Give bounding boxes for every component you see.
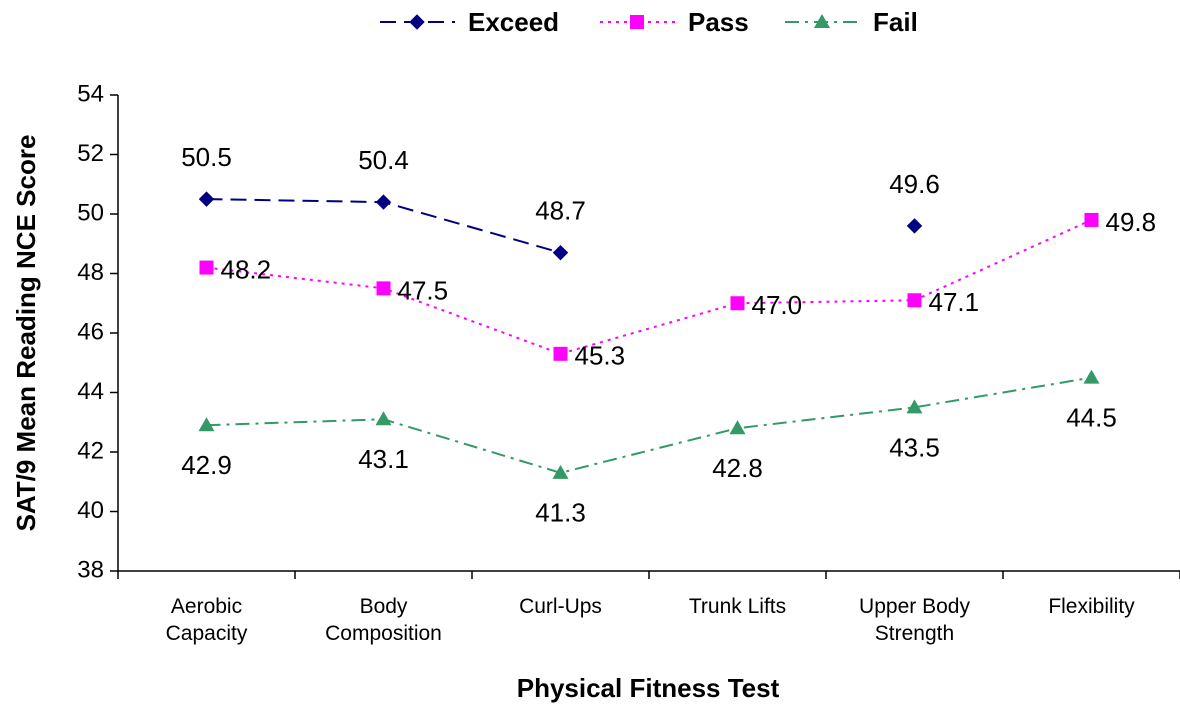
- data-label: 47.5: [398, 275, 449, 305]
- marker: [375, 194, 392, 210]
- marker: [906, 399, 923, 414]
- data-label: 49.6: [889, 169, 940, 199]
- series-line: [206, 219, 1092, 355]
- data-label: 47.1: [929, 287, 980, 317]
- x-axis-title: Physical Fitness Test: [517, 673, 780, 703]
- data-label: 45.3: [575, 341, 626, 371]
- data-label: 48.2: [221, 254, 272, 284]
- y-tick-label: 42: [77, 437, 104, 464]
- marker: [199, 260, 214, 275]
- x-tick-label-box: Flexibility: [1048, 595, 1135, 618]
- marker: [409, 14, 425, 30]
- marker: [553, 346, 568, 361]
- data-label: 43.5: [889, 432, 940, 462]
- data-label: 50.5: [181, 142, 232, 172]
- data-label: 48.7: [535, 196, 586, 226]
- x-tick-label: Upper Body Strength: [859, 595, 970, 645]
- y-tick-label: 48: [77, 259, 104, 286]
- legend-label: Exceed: [468, 7, 559, 37]
- x-tick-label-box: Upper Body Strength: [859, 595, 970, 645]
- data-label: 47.0: [752, 290, 803, 320]
- data-label: 43.1: [358, 444, 409, 474]
- marker: [907, 293, 922, 308]
- legend-label: Pass: [688, 7, 749, 37]
- x-tick-label-box: Trunk Lifts: [688, 595, 787, 618]
- data-label: 42.9: [181, 450, 232, 480]
- y-tick-label: 40: [77, 497, 104, 524]
- marker: [814, 14, 830, 28]
- marker: [552, 244, 569, 261]
- x-tick-label: Trunk Lifts: [688, 595, 787, 618]
- x-tick-label-box: Aerobic Capacity: [165, 595, 248, 645]
- marker: [906, 218, 923, 234]
- data-label: 41.3: [535, 498, 586, 528]
- marker: [1083, 369, 1100, 384]
- marker: [198, 417, 215, 432]
- data-label: 50.4: [358, 145, 409, 175]
- x-tick-label: Aerobic Capacity: [165, 595, 248, 645]
- marker: [1084, 212, 1099, 227]
- x-tick-label-box: Curl-Ups: [519, 595, 602, 618]
- marker: [375, 411, 392, 426]
- y-tick-label: 44: [77, 378, 104, 405]
- y-tick-label: 50: [77, 199, 104, 226]
- marker: [198, 191, 215, 207]
- x-tick-label: Curl-Ups: [519, 595, 602, 618]
- x-tick-label: Body Composition: [325, 595, 442, 645]
- x-tick-label-box: Body Composition: [325, 595, 442, 645]
- y-axis-title: SAT/9 Mean Reading NCE Score: [11, 135, 41, 532]
- x-tick-label: Flexibility: [1048, 595, 1135, 618]
- marker: [376, 281, 391, 296]
- series-line: [206, 376, 1092, 474]
- data-label: 44.5: [1066, 403, 1117, 433]
- data-label: 49.8: [1106, 207, 1157, 237]
- y-tick-label: 54: [77, 80, 104, 107]
- y-tick-label: 38: [77, 556, 104, 583]
- data-label: 42.8: [712, 453, 763, 483]
- marker: [552, 464, 569, 479]
- marker: [630, 15, 644, 29]
- y-tick-label: 46: [77, 318, 104, 345]
- marker: [729, 420, 746, 435]
- y-tick-label: 52: [77, 140, 104, 167]
- marker: [730, 296, 745, 311]
- legend-label: Fail: [873, 7, 918, 37]
